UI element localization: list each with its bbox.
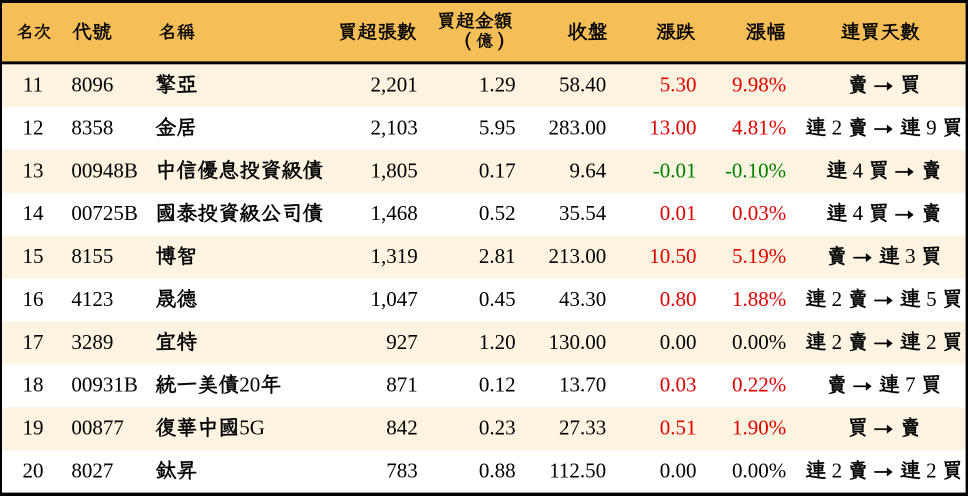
svg-text:1.20: 1.20 [479,330,516,354]
svg-text:9: 9 [926,116,937,140]
svg-text:0.17: 0.17 [479,158,516,182]
svg-text:4: 4 [853,201,864,225]
svg-text:15: 15 [23,244,44,268]
svg-text:0.45: 0.45 [479,287,516,311]
svg-text:13: 13 [23,158,44,182]
svg-text:5.30: 5.30 [660,73,697,97]
svg-text:1.90%: 1.90% [732,416,786,440]
svg-text:4123: 4123 [71,287,113,311]
svg-text:19: 19 [23,416,44,440]
svg-text:2: 2 [832,116,843,140]
svg-text:-0.10%: -0.10% [725,158,786,182]
svg-text:2: 2 [832,330,843,354]
svg-text:58.40: 58.40 [559,73,606,97]
svg-text:0.01: 0.01 [660,201,697,225]
svg-text:12: 12 [23,116,44,140]
svg-text:927: 927 [386,330,418,354]
svg-text:5G: 5G [239,416,265,440]
svg-text:0.00%: 0.00% [732,330,786,354]
svg-text:1,468: 1,468 [371,201,418,225]
svg-text:14: 14 [23,201,45,225]
svg-text:213.00: 213.00 [548,244,606,268]
svg-text:18: 18 [23,373,44,397]
svg-text:00948B: 00948B [71,158,138,182]
svg-text:0.03%: 0.03% [732,201,786,225]
svg-text:130.00: 130.00 [548,330,606,354]
svg-text:0.88: 0.88 [479,458,516,482]
svg-text:4: 4 [853,158,864,182]
svg-text:00725B: 00725B [71,201,138,225]
svg-text:3: 3 [905,244,916,268]
svg-text:13.00: 13.00 [649,116,696,140]
svg-text:13.70: 13.70 [559,373,606,397]
svg-text:0.22%: 0.22% [732,373,786,397]
svg-text:0.80: 0.80 [660,287,697,311]
svg-text:35.54: 35.54 [559,201,607,225]
svg-text:11: 11 [23,73,43,97]
svg-text:00877: 00877 [71,416,124,440]
svg-text:283.00: 283.00 [548,116,606,140]
svg-text:0.03: 0.03 [660,373,697,397]
svg-text:0.00: 0.00 [660,458,697,482]
svg-text:8027: 8027 [71,458,113,482]
svg-text:0.00%: 0.00% [732,458,786,482]
svg-text:9.98%: 9.98% [732,73,786,97]
svg-text:-0.01: -0.01 [653,158,697,182]
svg-text:2: 2 [926,458,937,482]
svg-text:10.50: 10.50 [649,244,696,268]
svg-text:8096: 8096 [71,73,113,97]
svg-text:0.51: 0.51 [660,416,697,440]
svg-text:871: 871 [386,373,418,397]
svg-text:27.33: 27.33 [559,416,606,440]
svg-text:20: 20 [23,458,44,482]
svg-text:8358: 8358 [71,116,113,140]
svg-text:0.12: 0.12 [479,373,516,397]
svg-text:17: 17 [23,330,44,354]
svg-text:783: 783 [386,458,418,482]
svg-text:4.81%: 4.81% [732,116,786,140]
svg-text:2: 2 [926,330,937,354]
svg-text:7: 7 [905,373,916,397]
svg-text:1,319: 1,319 [371,244,418,268]
svg-text:2: 2 [832,287,843,311]
svg-text:842: 842 [386,416,418,440]
svg-text:1,047: 1,047 [371,287,418,311]
svg-text:20: 20 [239,373,260,397]
svg-text:0.00: 0.00 [660,330,697,354]
svg-text:2,201: 2,201 [371,73,418,97]
svg-text:43.30: 43.30 [559,287,606,311]
svg-text:5.95: 5.95 [479,116,516,140]
svg-text:1.88%: 1.88% [732,287,786,311]
svg-text:2,103: 2,103 [371,116,418,140]
svg-text:3289: 3289 [71,330,113,354]
svg-text:2: 2 [832,458,843,482]
svg-text:5.19%: 5.19% [732,244,786,268]
svg-text:8155: 8155 [71,244,113,268]
svg-text:9.64: 9.64 [569,158,606,182]
svg-text:00931B: 00931B [71,373,138,397]
svg-text:16: 16 [23,287,44,311]
svg-text:0.52: 0.52 [479,201,516,225]
svg-text:2.81: 2.81 [479,244,516,268]
svg-text:1.29: 1.29 [479,73,516,97]
svg-text:5: 5 [926,287,937,311]
svg-text:112.50: 112.50 [549,458,606,482]
svg-text:1,805: 1,805 [371,158,418,182]
svg-text:0.23: 0.23 [479,416,516,440]
